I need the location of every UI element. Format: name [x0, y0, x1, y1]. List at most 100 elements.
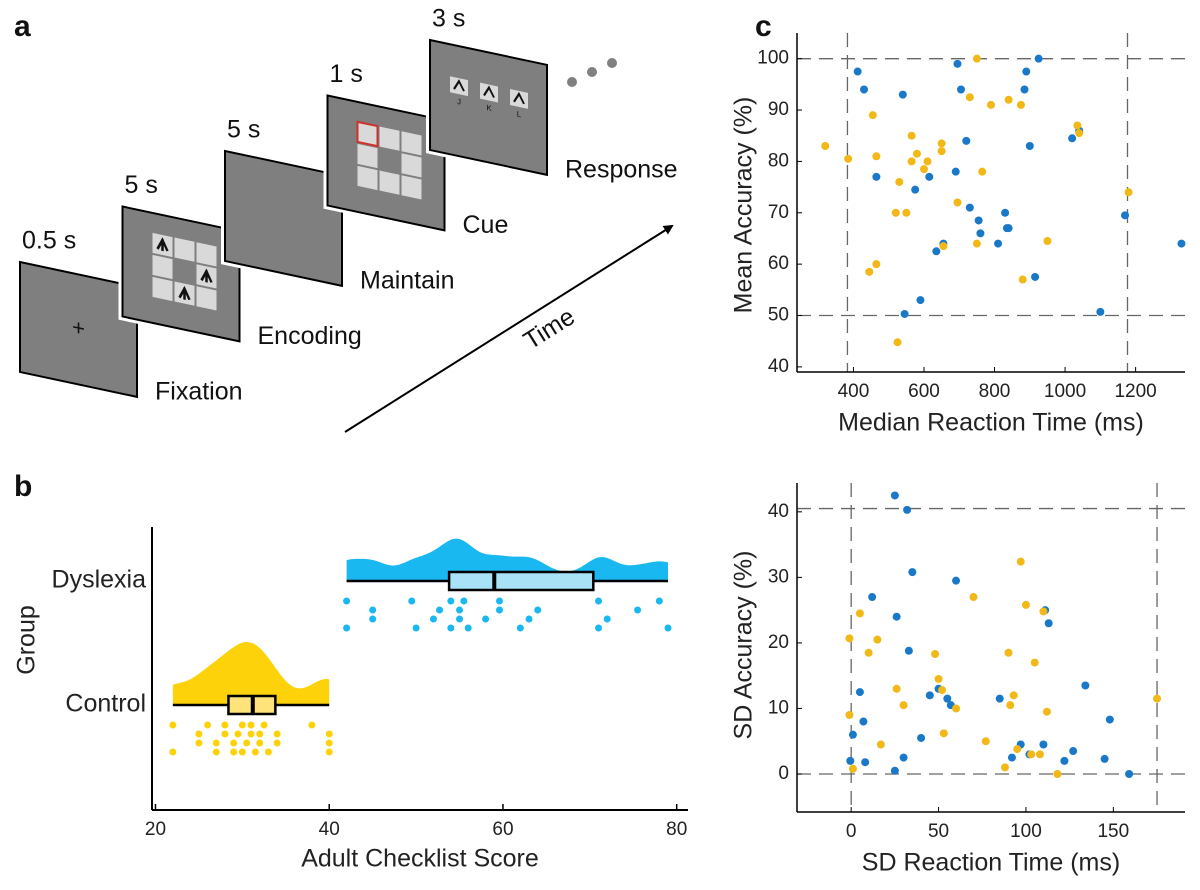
scatter-point	[994, 239, 1003, 248]
rain-dot	[456, 606, 464, 614]
frame-label: Maintain	[360, 267, 455, 295]
rain-dot	[169, 748, 177, 756]
box	[447, 570, 595, 592]
rain-dot	[195, 739, 203, 747]
scatter-point	[953, 198, 962, 207]
frame-screen	[224, 149, 343, 288]
rain-dot	[169, 721, 177, 729]
scatter-point	[1096, 307, 1105, 316]
scatter-point	[845, 634, 854, 643]
frame-screen	[19, 260, 138, 399]
scatter-point	[919, 165, 928, 174]
y-tick-label: 80	[768, 150, 789, 171]
y-tick-label: 20	[768, 632, 789, 653]
arrow-label: Time	[519, 302, 580, 355]
rain-dot	[460, 597, 468, 605]
scatter-point	[934, 674, 943, 683]
scatter-point	[908, 568, 917, 577]
scatter-point	[890, 491, 899, 500]
scatter-point	[1000, 763, 1009, 772]
scatter-point	[1105, 715, 1114, 724]
scatter-point	[868, 593, 877, 602]
rain-dot	[212, 739, 220, 747]
scatter-point	[1039, 740, 1048, 749]
grid-cell	[152, 254, 173, 280]
rain-dot	[525, 615, 533, 623]
task-frame	[323, 90, 449, 236]
panel-label: b	[14, 470, 32, 503]
scatter-point	[1125, 769, 1134, 778]
scatter-point	[1018, 275, 1027, 284]
grid-cell	[357, 165, 378, 191]
rain-dot	[308, 721, 316, 729]
rain-dot	[325, 748, 333, 756]
scatter-point	[1044, 619, 1053, 628]
fixation-cross: +	[72, 314, 85, 341]
scatter-point	[1177, 239, 1186, 248]
frame-duration: 0.5 s	[22, 227, 76, 255]
stimulus-icon	[178, 285, 191, 301]
stimulus-icon	[453, 79, 465, 92]
rain-dot	[204, 721, 212, 729]
x-tick-label: 80	[666, 819, 687, 840]
scatter-point	[925, 172, 934, 181]
scatter-point	[965, 203, 974, 212]
scatter-point	[957, 85, 966, 94]
grid-cell	[401, 153, 422, 178]
scatter-point	[1020, 85, 1029, 94]
scatter-point	[972, 239, 981, 248]
task-frame	[221, 146, 346, 291]
frame-screen	[429, 38, 548, 177]
scatter-point	[951, 167, 960, 176]
rain-dot	[516, 624, 524, 632]
scatter-point	[952, 576, 961, 585]
scatter-point	[1007, 753, 1016, 762]
scatter-point	[907, 157, 916, 166]
grid-cell	[357, 143, 378, 169]
density-cloud	[346, 538, 669, 581]
time-arrow	[344, 224, 674, 433]
panel-label: a	[14, 10, 31, 43]
stimulus-icon	[483, 85, 495, 98]
rain-dot	[273, 730, 281, 738]
scatter-point	[868, 111, 877, 120]
scatter-point	[893, 338, 902, 347]
scatter-point	[1013, 745, 1022, 754]
scatter-point	[860, 85, 869, 94]
rain-dot	[212, 748, 220, 756]
ellipsis-dot	[587, 67, 597, 77]
scatter-point	[899, 701, 908, 710]
y-tick-label: 40	[768, 501, 789, 522]
y-tick-label: 40	[768, 356, 789, 377]
chart: SD Accuracy (%) 0 50 100 150 0 10 20 30 40 SD Reac…	[730, 483, 1185, 877]
scatter-point	[903, 505, 912, 514]
grid-cell	[356, 120, 379, 148]
scatter-point	[853, 67, 862, 76]
scatter-point	[1034, 54, 1043, 63]
scatter-point	[1027, 750, 1036, 759]
rain-dot	[369, 615, 377, 623]
scatter-point	[1042, 707, 1051, 716]
stimulus-icon	[200, 268, 213, 283]
x-tick-label: 40	[319, 819, 340, 840]
rain-dot	[238, 748, 246, 756]
y-axis-label: Group	[13, 605, 41, 674]
rain-dot	[264, 748, 272, 756]
x-tick-label: 600	[908, 381, 940, 402]
rain-dot	[325, 730, 333, 738]
chart: c Mean Accuracy (%) 400 600 800 1000 1200 40 50 6…	[730, 10, 1186, 437]
frame-duration: 1 s	[330, 60, 363, 88]
x-tick-label: 1000	[1044, 381, 1086, 402]
scatter-point	[1001, 208, 1010, 217]
scatter-point	[1043, 237, 1052, 246]
grid-cell	[196, 242, 217, 267]
rain-dot	[256, 739, 264, 747]
scatter-point	[1022, 67, 1031, 76]
response-key: L	[517, 110, 522, 120]
scatter-point	[976, 229, 985, 238]
y-axis-label: Mean Accuracy (%)	[730, 97, 758, 314]
scatter-point	[1021, 600, 1030, 609]
grid-cell	[379, 170, 400, 195]
